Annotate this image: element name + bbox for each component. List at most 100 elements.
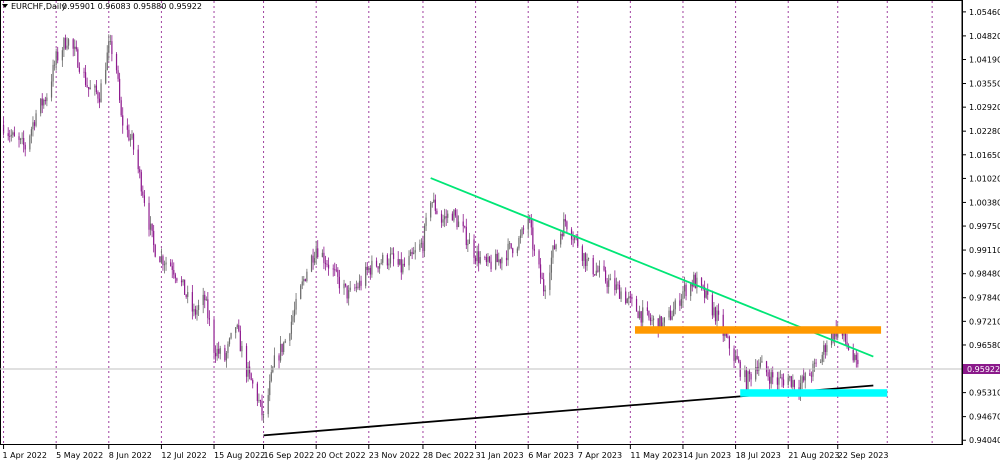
candle-body — [170, 262, 172, 267]
dropdown-triangle-icon[interactable] — [2, 4, 8, 8]
candle-body — [119, 78, 121, 101]
candle-body — [238, 325, 240, 331]
candle-body — [83, 71, 85, 73]
candle-body — [57, 51, 59, 61]
candle-body — [594, 274, 596, 276]
candle-body — [174, 274, 176, 279]
candle-body — [176, 278, 178, 281]
candle-body — [40, 98, 42, 114]
candle-body — [522, 228, 525, 230]
candle-body — [799, 383, 802, 393]
candle-body — [651, 320, 653, 322]
candle-body — [628, 296, 630, 299]
candle-body — [343, 283, 345, 289]
candle-body — [411, 251, 413, 254]
candle-body — [592, 258, 594, 275]
candle-body — [533, 249, 535, 251]
candle-body — [532, 227, 534, 250]
candle-body — [519, 235, 522, 238]
candle-body — [334, 269, 336, 271]
candle-body — [18, 136, 20, 140]
candle-body — [587, 258, 590, 260]
candle-body — [509, 243, 511, 245]
candle-body — [544, 289, 546, 292]
candle-body — [402, 263, 404, 273]
candle-body — [219, 348, 221, 354]
candle-body — [507, 243, 509, 261]
candle-body — [781, 377, 783, 380]
x-tick-label: 28 Dec 2022 — [423, 451, 474, 460]
candle-body — [538, 250, 540, 265]
candle-body — [734, 355, 737, 361]
candle-body — [371, 260, 373, 275]
candle-body — [207, 299, 209, 319]
x-tick-label: 7 Apr 2023 — [578, 451, 622, 460]
candle-body — [560, 233, 562, 245]
candle-body — [826, 345, 828, 353]
candle-body — [586, 259, 588, 266]
candle-body — [543, 279, 545, 292]
candle-body — [54, 64, 56, 66]
candle-body — [724, 332, 726, 336]
candle-body — [369, 268, 371, 275]
candle-body — [433, 199, 435, 203]
candle-body — [21, 138, 23, 139]
candle-body — [782, 379, 785, 386]
candle-body — [617, 284, 619, 286]
x-tick-label: 22 Sep 2023 — [838, 451, 889, 460]
candle-body — [583, 253, 585, 261]
candle-body — [50, 81, 53, 98]
candle-body — [386, 254, 388, 266]
candle-body — [625, 291, 627, 304]
candle-body — [105, 70, 107, 84]
support-zone[interactable] — [740, 389, 888, 397]
candle-body — [131, 134, 133, 139]
candle-body — [669, 310, 672, 320]
candle-body — [77, 49, 79, 68]
candle-body — [224, 348, 226, 361]
x-tick-label: 20 Oct 2022 — [316, 451, 365, 460]
candle-body — [700, 277, 703, 286]
candle-body — [510, 243, 512, 249]
candle-body — [563, 219, 565, 237]
candle-body — [657, 318, 659, 333]
candle-body — [685, 284, 687, 297]
candle-body — [498, 259, 500, 263]
candle-body — [126, 125, 128, 130]
candle-body — [33, 122, 36, 126]
candle-body — [151, 223, 153, 231]
candle-body — [409, 251, 412, 256]
candle-body — [618, 285, 621, 299]
candle-body — [397, 259, 399, 265]
candle-body — [682, 291, 684, 299]
candle-body — [420, 242, 423, 245]
candle-body — [289, 333, 291, 341]
candle-body — [108, 41, 110, 53]
candle-body — [375, 260, 378, 267]
candle-body — [32, 122, 34, 130]
candle-body — [608, 280, 610, 287]
candle-body — [662, 322, 664, 330]
candle-body — [148, 202, 150, 230]
candle-body — [690, 283, 692, 297]
candle-body — [823, 345, 825, 355]
candle-body — [705, 290, 707, 298]
candle-body — [553, 245, 556, 250]
candle-body — [696, 277, 698, 289]
candle-body — [473, 239, 475, 258]
resistance-zone[interactable] — [634, 326, 882, 334]
annotations[interactable] — [263, 177, 888, 437]
candle-body — [283, 342, 285, 352]
candle-body — [86, 84, 88, 87]
candle-body — [431, 202, 433, 204]
candle-body — [744, 370, 746, 377]
x-tick-label: 12 Jul 2022 — [161, 451, 206, 460]
candle-body — [358, 280, 361, 288]
candle-body — [194, 309, 197, 315]
candle-body — [830, 331, 833, 346]
candle-body — [445, 216, 447, 218]
x-tick-label: 31 Jan 2023 — [476, 451, 524, 460]
candle-body — [348, 290, 350, 299]
